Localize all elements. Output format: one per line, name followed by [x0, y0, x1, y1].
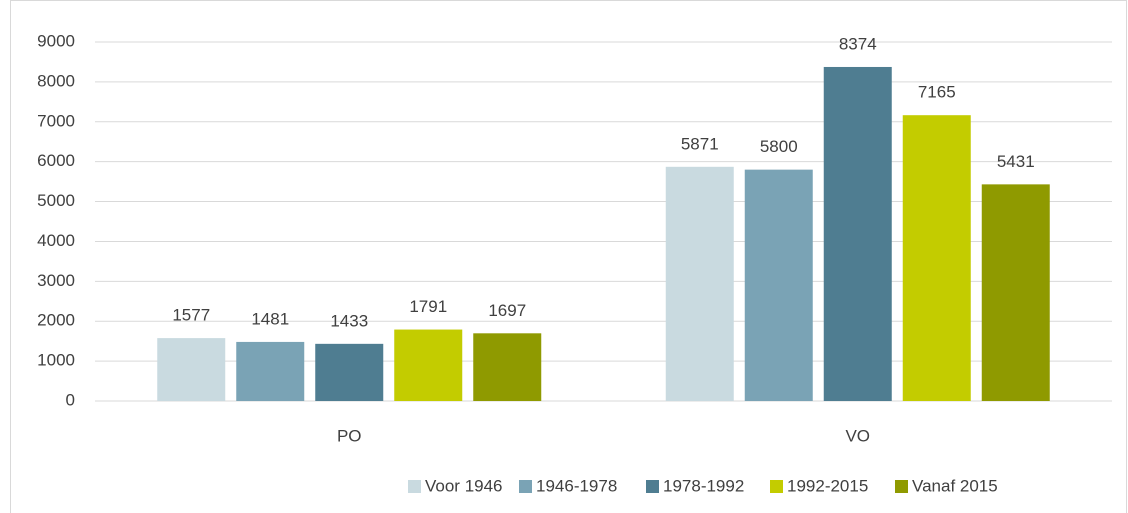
data-label: 5871 — [681, 134, 719, 153]
legend-label: Voor 1946 — [425, 476, 503, 495]
bar — [823, 66, 892, 401]
y-tick-label: 6000 — [37, 151, 75, 170]
legend-swatch — [408, 480, 421, 493]
data-label: 1433 — [330, 311, 368, 330]
legend-swatch — [770, 480, 783, 493]
bar — [902, 115, 971, 402]
legend-label: Vanaf 2015 — [912, 476, 998, 495]
bar — [744, 169, 813, 401]
y-tick-label: 1000 — [37, 351, 75, 370]
bar — [981, 184, 1050, 401]
y-tick-label: 7000 — [37, 111, 75, 130]
y-tick-label: 9000 — [37, 31, 75, 50]
legend-label: 1978-1992 — [663, 476, 744, 495]
legend-swatch — [895, 480, 908, 493]
bar — [315, 343, 384, 401]
y-tick-label: 3000 — [37, 271, 75, 290]
data-label: 5431 — [997, 152, 1035, 171]
bar — [473, 333, 542, 401]
x-tick-label: PO — [337, 426, 362, 445]
data-label: 8374 — [839, 34, 877, 53]
bar — [665, 166, 734, 401]
y-tick-label: 0 — [66, 390, 75, 409]
data-label: 1791 — [409, 297, 447, 316]
data-label: 7165 — [918, 83, 956, 102]
y-tick-label: 4000 — [37, 231, 75, 250]
data-label: 5800 — [760, 137, 798, 156]
y-tick-label: 5000 — [37, 191, 75, 210]
data-label: 1577 — [172, 306, 210, 325]
data-label: 1481 — [251, 309, 289, 328]
y-tick-label: 8000 — [37, 71, 75, 90]
bar — [236, 341, 305, 401]
x-tick-label: VO — [845, 426, 870, 445]
bar — [394, 329, 463, 401]
bar — [157, 338, 226, 401]
legend-swatch — [646, 480, 659, 493]
legend-label: 1992-2015 — [787, 476, 868, 495]
legend-swatch — [519, 480, 532, 493]
legend-label: 1946-1978 — [536, 476, 617, 495]
data-label: 1697 — [488, 301, 526, 320]
y-tick-label: 2000 — [37, 311, 75, 330]
